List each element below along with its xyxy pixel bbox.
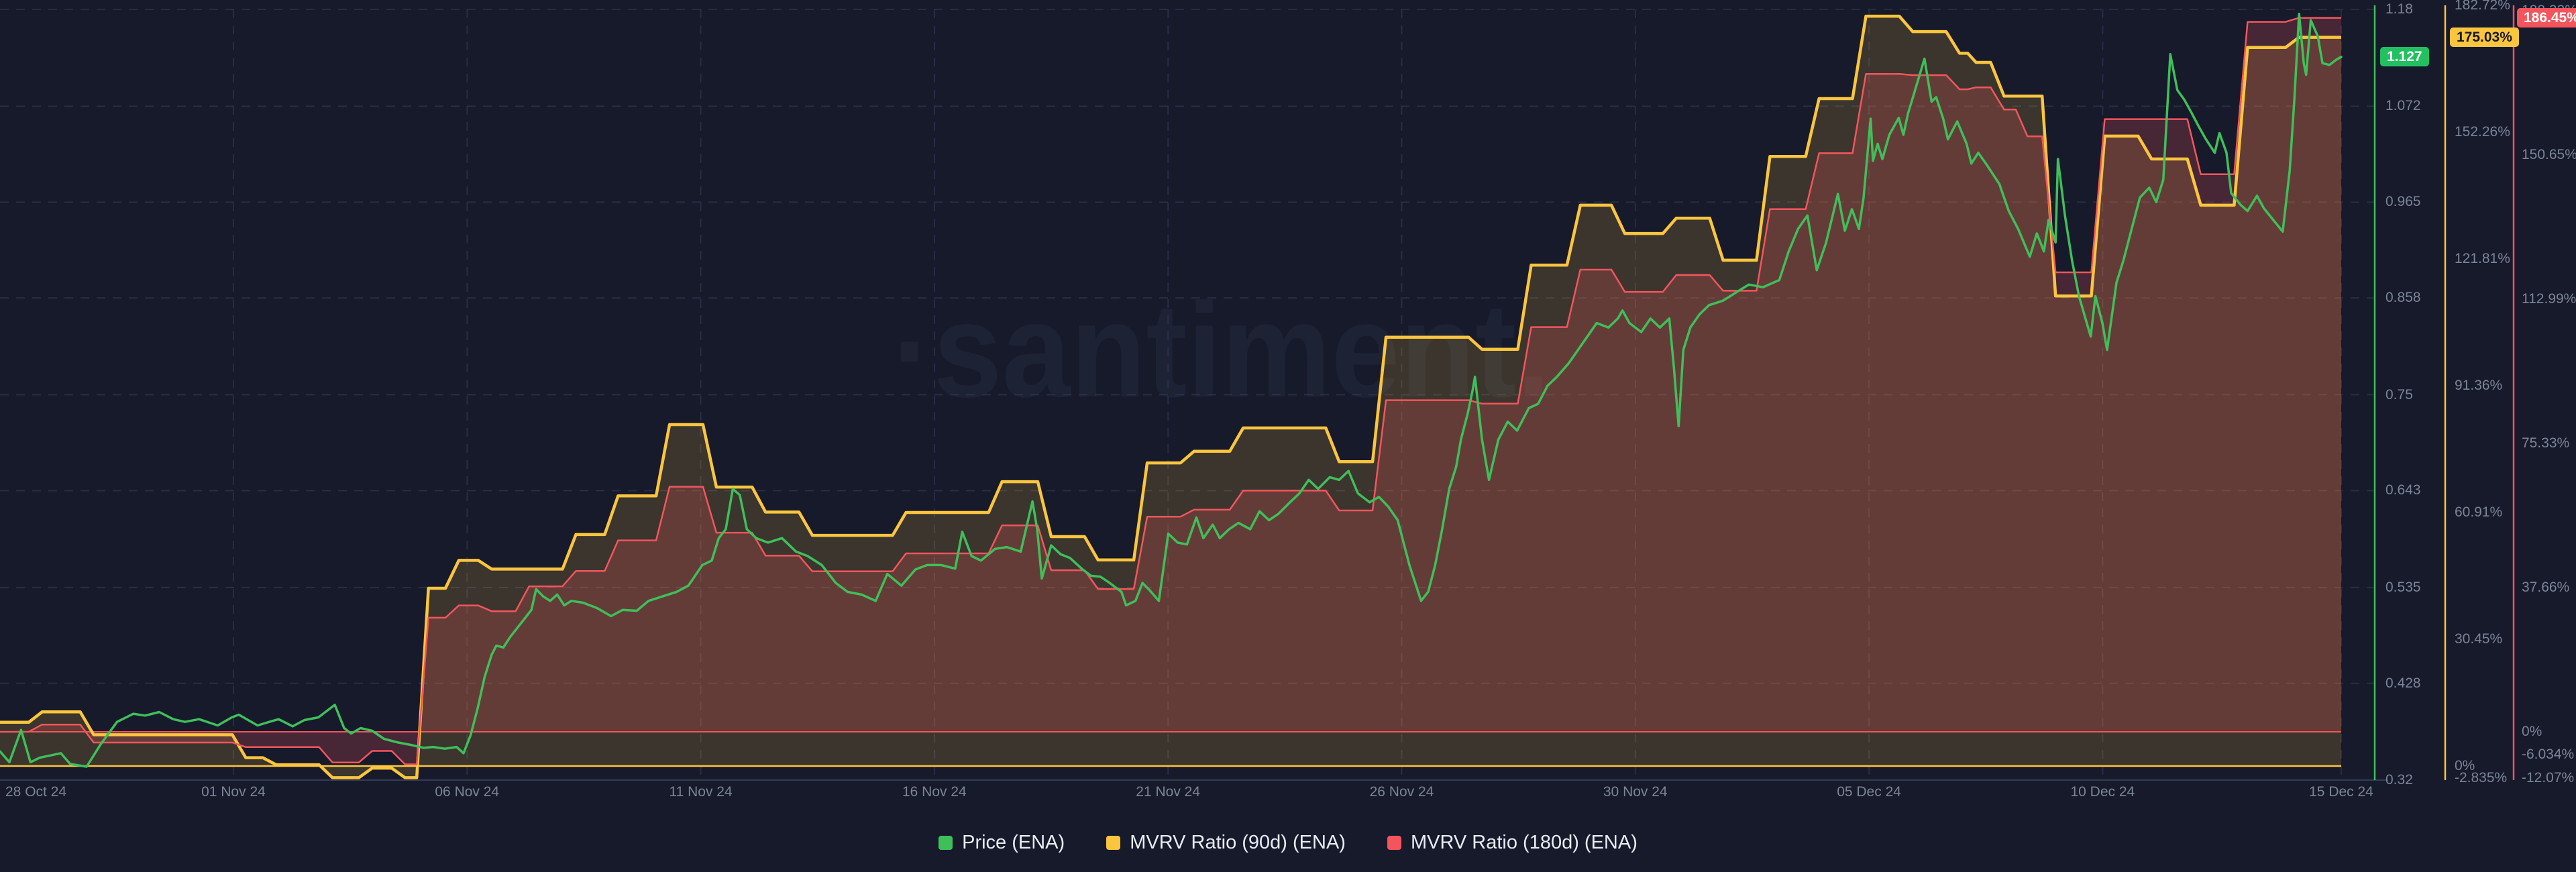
x-axis-tick-label: 21 Nov 24 — [1136, 784, 1201, 800]
mvrv90-tick-label: 121.81% — [2455, 250, 2510, 266]
price-tick-label: 1.18 — [2385, 1, 2413, 17]
legend: Price (ENA) MVRV Ratio (90d) (ENA) MVRV … — [0, 832, 2576, 854]
price-tick-label: 0.858 — [2385, 290, 2421, 306]
mvrv180-tick-label: -12.07% — [2522, 769, 2575, 785]
mvrv180-tick-label: 75.33% — [2522, 435, 2570, 451]
mvrv90-tick-label: 91.36% — [2455, 377, 2503, 393]
mvrv180-tick-label: 150.65% — [2522, 146, 2576, 162]
x-axis-tick-label: 30 Nov 24 — [1603, 784, 1668, 800]
mvrv90-tick-label: 152.26% — [2455, 123, 2510, 140]
mvrv90-tick-label: 60.91% — [2455, 504, 2503, 520]
mvrv90-line — [0, 14, 2341, 779]
mvrv90-tick-label: 0% — [2455, 758, 2475, 773]
mvrv180-tick-label: 0% — [2522, 724, 2542, 739]
legend-item-label: MVRV Ratio (90d) (ENA) — [1130, 832, 1346, 853]
mvrv90-tick-label: 182.72% — [2455, 0, 2510, 13]
x-axis-tick-label: 28 Oct 24 — [5, 784, 67, 800]
price-current-value-badge: 1.127 — [2380, 47, 2429, 66]
legend-item-mvrv-90d[interactable]: MVRV Ratio (90d) (ENA) — [1106, 832, 1346, 854]
legend-item-label: Price (ENA) — [962, 832, 1065, 853]
mvrv180-line — [0, 17, 2341, 765]
legend-item-mvrv-180d[interactable]: MVRV Ratio (180d) (ENA) — [1387, 832, 1638, 854]
mvrv90-area — [0, 16, 2341, 778]
mvrv90-legend-swatch-icon — [1106, 836, 1121, 850]
x-axis-tick-label: 05 Dec 24 — [1837, 784, 1901, 800]
price-tick-label: 0.428 — [2385, 675, 2421, 691]
mvrv90-current-value-badge: 175.03% — [2450, 28, 2519, 47]
mvrv180-tick-label: -6.034% — [2522, 747, 2575, 763]
price-tick-label: 0.535 — [2385, 579, 2421, 595]
x-axis-tick-label: 16 Nov 24 — [902, 784, 967, 800]
price-tick-label: 0.965 — [2385, 194, 2421, 210]
mvrv180-legend-swatch-icon — [1387, 836, 1401, 850]
legend-item-label: MVRV Ratio (180d) (ENA) — [1410, 832, 1638, 853]
x-axis-tick-label: 06 Nov 24 — [435, 784, 500, 800]
price-line — [0, 12, 2343, 768]
price-tick-label: 0.75 — [2385, 386, 2413, 402]
x-axis-tick-label: 15 Dec 24 — [2309, 784, 2373, 800]
mvrv90-tick-label: -2.835% — [2455, 769, 2508, 785]
price-tick-label: 0.32 — [2385, 772, 2413, 787]
legend-item-price[interactable]: Price (ENA) — [938, 832, 1065, 854]
x-axis-tick-label: 11 Nov 24 — [669, 784, 733, 800]
price-legend-swatch-icon — [938, 836, 953, 850]
mvrv180-area — [0, 17, 2341, 765]
mvrv90-tick-label: 30.45% — [2455, 631, 2503, 647]
mvrv180-tick-label: 37.66% — [2522, 580, 2570, 595]
price-tick-label: 1.072 — [2385, 98, 2421, 114]
x-axis-tick-label: 10 Dec 24 — [2070, 784, 2135, 800]
mvrv180-current-value-badge: 186.45% — [2517, 8, 2576, 28]
x-axis-tick-label: 26 Nov 24 — [1369, 784, 1434, 800]
x-axis-tick-label: 01 Nov 24 — [201, 784, 266, 800]
price-tick-label: 0.643 — [2385, 482, 2421, 498]
mvrv180-tick-label: 112.99% — [2522, 290, 2576, 307]
